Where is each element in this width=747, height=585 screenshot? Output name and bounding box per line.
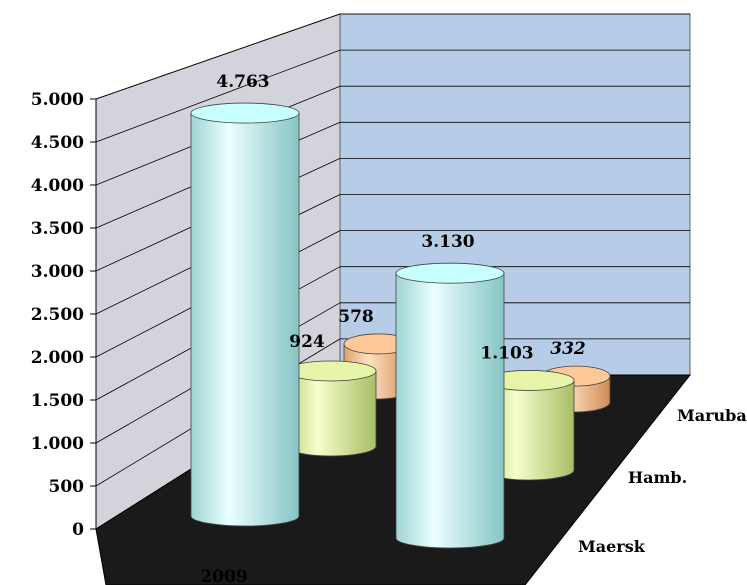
data-labels: 578 332 924 1.103 4.763 3.130 [216,72,586,363]
y-tick-labels: 0 500 1.000 1.500 2.000 2.500 3.000 3.500 4.000 4… [31,90,84,540]
data-label: 332 [550,339,586,359]
y-tick-label: 2.000 [31,348,84,368]
series-axis-label: Hamb. [628,468,687,487]
data-label: 3.130 [421,232,474,252]
data-label: 578 [338,307,374,327]
y-tick-label: 4.000 [31,176,84,196]
series-axis-label: Maruba [677,406,747,425]
gridline [95,13,341,100]
data-label: 4.763 [216,72,269,92]
bars [190,102,611,549]
y-tick-label: 1.000 [31,434,84,454]
y-tick-label: 0 [72,520,84,540]
y-tick-label: 3.000 [31,262,84,282]
y-tick-label: 5.000 [31,90,84,110]
bar-body [285,370,377,457]
category-labels: 2009 [200,567,247,585]
series-axis-label: Maersk [578,537,646,556]
bar-body [395,272,505,549]
bar-body [190,112,300,527]
bar-top [285,360,377,382]
bar-maersk-2 [395,262,505,549]
y-tick-label: 3.500 [31,219,84,239]
bar-maersk-1 [190,102,300,527]
y-tick-label: 500 [49,477,85,497]
category-label: 2009 [200,567,247,585]
y-tick-label: 2.500 [31,305,84,325]
bar-top [190,102,300,124]
y-tick-label: 4.500 [31,133,84,153]
bar-top [395,262,505,284]
data-label: 924 [289,332,325,352]
gridline [95,49,341,143]
y-tick-label: 1.500 [31,391,84,411]
bar-hamb-1 [285,360,377,457]
data-label: 1.103 [480,343,533,363]
series-axis-labels: Maersk Hamb. Maruba [578,406,747,556]
